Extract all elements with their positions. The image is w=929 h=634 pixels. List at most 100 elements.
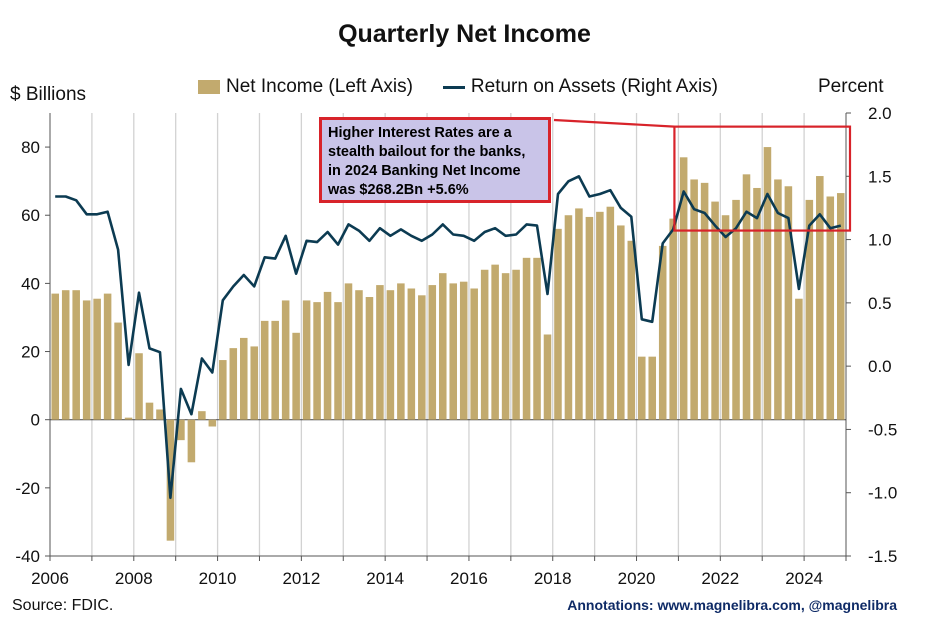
legend-bars-label: Net Income (Left Axis) [226, 76, 413, 97]
highlight-rectangle [673, 125, 852, 232]
net-income-bar [250, 346, 259, 420]
net-income-bar [575, 208, 583, 420]
net-income-bar [281, 300, 290, 420]
annotation-connector [553, 118, 675, 128]
net-income-bar [449, 283, 458, 420]
net-income-bar [334, 302, 342, 420]
net-income-bar [124, 417, 133, 420]
x-tick-label: 2012 [282, 569, 320, 588]
net-income-bar [501, 273, 510, 420]
chart-title: Quarterly Net Income [338, 20, 591, 48]
net-income-bar [198, 411, 206, 420]
net-income-bar [386, 290, 395, 420]
x-tick-label: 2008 [115, 569, 153, 588]
net-income-bar [512, 269, 520, 420]
net-income-bar [826, 196, 835, 420]
net-income-bar [82, 300, 91, 420]
legend-line-label: Return on Assets (Right Axis) [470, 76, 719, 97]
y2-tick-label: 2.0 [868, 104, 892, 123]
y-axis-label: $ Billions [10, 84, 87, 105]
x-tick-label: 2024 [785, 569, 823, 588]
net-income-bar [187, 419, 196, 463]
net-income-bar [732, 199, 740, 420]
net-income-bar [292, 332, 300, 420]
net-income-bar [543, 334, 552, 420]
net-income-bar [397, 283, 405, 420]
x-tick-label: 2018 [534, 569, 572, 588]
net-income-bar [271, 320, 279, 420]
net-income-bar [491, 264, 499, 420]
x-tick-label: 2016 [450, 569, 488, 588]
net-income-bar [690, 179, 698, 420]
legend-bar-swatch [198, 80, 220, 94]
net-income-bar [658, 245, 667, 420]
y2-tick-label: -1.0 [868, 484, 897, 503]
net-income-bar [313, 302, 321, 420]
net-income-bar [617, 225, 625, 420]
net-income-bar [156, 409, 164, 420]
net-income-bar [459, 281, 468, 420]
net-income-bar [407, 288, 416, 420]
net-income-bar [711, 201, 719, 420]
net-income-bar [177, 419, 185, 441]
net-income-bar [648, 356, 657, 420]
net-income-bar [564, 215, 573, 420]
net-income-bar [61, 290, 70, 420]
net-income-bar [229, 348, 238, 420]
net-income-bar [365, 297, 374, 420]
net-income-bar [438, 273, 447, 420]
annotation-credit: Annotations: www.magnelibra.com, @magnel… [567, 597, 897, 613]
x-tick-label: 2006 [31, 569, 69, 588]
source-note: Source: FDIC. [12, 597, 114, 614]
y-tick-label: 40 [21, 274, 40, 293]
net-income-bar [208, 419, 217, 427]
net-income-bar [784, 186, 793, 420]
y-tick-label: -20 [15, 479, 40, 498]
net-income-bar [418, 295, 426, 420]
y2-axis-label: Percent [818, 76, 884, 97]
roa-line [55, 175, 842, 500]
net-income-bar [774, 179, 782, 420]
net-income-bar [145, 402, 154, 420]
net-income-bar [606, 206, 615, 420]
x-tick-label: 2022 [701, 569, 739, 588]
net-income-bar [554, 228, 562, 420]
net-income-bar [585, 216, 594, 420]
net-income-bar [72, 290, 80, 420]
net-income-bar [51, 293, 60, 420]
net-income-bar [166, 419, 175, 541]
net-income-bar [219, 360, 227, 420]
y-tick-label: 80 [21, 138, 40, 157]
net-income-bar [721, 215, 730, 420]
y-tick-label: 60 [21, 206, 40, 225]
net-income-bar [135, 353, 143, 420]
y2-tick-label: 1.5 [868, 167, 892, 186]
net-income-bar [93, 298, 101, 420]
net-income-bar [795, 298, 803, 420]
net-income-bar [763, 147, 772, 420]
net-income-bar [679, 157, 688, 420]
net-income-bar [742, 174, 751, 420]
net-income-bar [596, 211, 604, 420]
net-income-bar [114, 322, 122, 420]
y-tick-label: 0 [31, 411, 40, 430]
net-income-bar [627, 240, 636, 420]
x-tick-label: 2014 [366, 569, 404, 588]
net-income-bar [480, 269, 489, 420]
net-income-bar [533, 257, 541, 420]
y2-tick-label: 0.5 [868, 294, 892, 313]
y2-tick-label: -0.5 [868, 420, 897, 439]
x-tick-label: 2010 [199, 569, 237, 588]
net-income-bar [376, 285, 384, 420]
net-income-bar [428, 285, 437, 420]
y2-tick-label: 1.0 [868, 231, 892, 250]
net-income-bar [753, 187, 761, 420]
net-income-bar [302, 300, 311, 420]
net-income-bar [470, 288, 478, 420]
y2-tick-label: 0.0 [868, 357, 892, 376]
net-income-bar [260, 320, 269, 420]
net-income-bar [836, 193, 845, 420]
y-tick-label: -40 [15, 547, 40, 566]
x-tick-label: 2020 [618, 569, 656, 588]
